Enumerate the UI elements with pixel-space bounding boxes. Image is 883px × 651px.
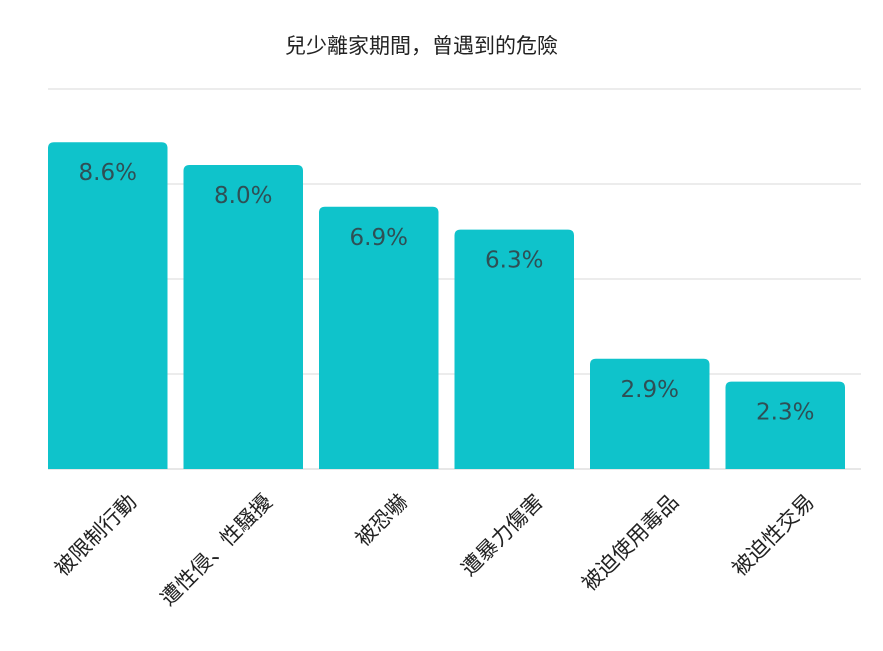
x-tick-label: 遭性侵、性騷擾 [156, 490, 277, 611]
data-label: 8.6% [79, 160, 137, 186]
x-tick-label: 遭暴力傷害 [457, 490, 548, 581]
x-tick-label: 被迫使用毒品 [577, 490, 683, 596]
bar [319, 206, 439, 470]
bar [183, 165, 303, 469]
data-label: 6.3% [485, 248, 543, 274]
chart-title: 兒少離家期間，曾遇到的危險 [285, 34, 558, 58]
data-label: 6.9% [350, 225, 408, 251]
x-tick-labels: 被限制行動 遭性侵、性騷擾 被恐嚇 遭暴力傷害 被迫使用毒品 被迫性交易 [50, 490, 819, 611]
bar [725, 381, 845, 469]
bar [454, 229, 574, 469]
data-label: 8.0% [214, 183, 272, 209]
data-label: 2.9% [621, 377, 679, 403]
data-labels: 8.6% 8.0% 6.9% 6.3% 2.9% 2.3% [79, 160, 815, 425]
x-tick-label: 被迫性交易 [728, 490, 819, 581]
data-label: 2.3% [756, 400, 814, 426]
bar [48, 142, 168, 469]
bars [48, 142, 845, 470]
bar [590, 358, 710, 469]
x-tick-label: 被限制行動 [50, 490, 141, 581]
x-tick-label: 被恐嚇 [351, 490, 413, 552]
